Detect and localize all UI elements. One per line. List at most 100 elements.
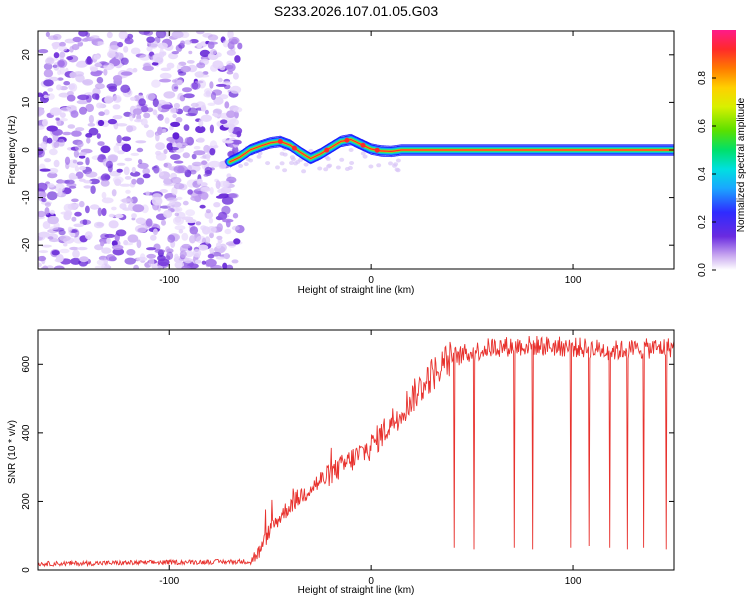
noise-blob bbox=[222, 180, 230, 188]
noise-blob bbox=[167, 234, 176, 243]
spectrogram-ylabel: Frequency (Hz) bbox=[7, 116, 18, 185]
noise-blob bbox=[161, 128, 167, 133]
noise-blob bbox=[79, 166, 86, 171]
noise-blob bbox=[103, 68, 108, 76]
noise-blob bbox=[59, 41, 66, 47]
noise-blob bbox=[48, 167, 59, 174]
noise-blob bbox=[335, 165, 341, 170]
x-tick-label: -100 bbox=[159, 275, 179, 286]
noise-blob bbox=[265, 161, 271, 166]
noise-blob bbox=[176, 142, 183, 148]
noise-blob bbox=[204, 166, 213, 175]
noise-blob bbox=[279, 161, 285, 166]
noise-blob bbox=[90, 35, 100, 40]
noise-blob bbox=[216, 223, 223, 232]
noise-blob bbox=[183, 124, 190, 131]
noise-blob bbox=[152, 109, 158, 116]
noise-blob bbox=[158, 51, 165, 58]
noise-blob bbox=[146, 247, 156, 251]
noise-blob bbox=[155, 132, 160, 142]
y-tick-label: 10 bbox=[21, 96, 32, 108]
noise-blob bbox=[189, 169, 197, 175]
noise-blob bbox=[203, 144, 211, 153]
noise-blob bbox=[205, 258, 217, 267]
noise-blob bbox=[59, 248, 70, 254]
noise-blob bbox=[47, 215, 59, 225]
noise-blob bbox=[182, 87, 192, 93]
noise-blob bbox=[46, 125, 58, 132]
noise-blob bbox=[208, 160, 221, 168]
noise-blob bbox=[38, 255, 47, 262]
noise-blob bbox=[172, 132, 180, 140]
noise-blob bbox=[83, 185, 92, 189]
noise-blob bbox=[59, 112, 66, 118]
noise-blob bbox=[70, 232, 76, 238]
noise-blob bbox=[112, 94, 122, 104]
noise-blob bbox=[209, 81, 214, 89]
noise-blob bbox=[165, 246, 171, 253]
noise-blob bbox=[275, 165, 280, 170]
noise-blob bbox=[96, 133, 101, 139]
noise-blob bbox=[142, 167, 150, 175]
noise-blob bbox=[101, 247, 112, 254]
noise-blob bbox=[173, 102, 180, 109]
noise-blob bbox=[73, 223, 84, 228]
noise-blob bbox=[185, 209, 196, 217]
chart-title: S233.2026.107.01.05.G03 bbox=[274, 3, 438, 19]
noise-blob bbox=[175, 206, 183, 213]
noise-blob bbox=[49, 209, 55, 215]
noise-blob bbox=[75, 127, 85, 132]
noise-blob bbox=[58, 45, 68, 52]
snr-panel: -100 0 100 0 200 400 600 Height of straight li… bbox=[7, 329, 675, 596]
noise-blob bbox=[217, 77, 223, 83]
noise-blob bbox=[43, 63, 53, 70]
noise-blob bbox=[230, 85, 242, 94]
noise-blob bbox=[116, 168, 123, 173]
noise-blob bbox=[66, 56, 74, 61]
noise-blob bbox=[101, 191, 107, 199]
noise-blob bbox=[82, 219, 88, 226]
noise-blob bbox=[175, 117, 183, 123]
noise-blob bbox=[229, 133, 238, 138]
noise-blob bbox=[163, 149, 168, 155]
noise-blob bbox=[53, 141, 60, 149]
noise-blob bbox=[56, 84, 62, 91]
noise-blob bbox=[155, 31, 167, 39]
noise-blob bbox=[151, 196, 163, 206]
noise-blob bbox=[130, 152, 140, 156]
noise-blob bbox=[116, 162, 126, 166]
noise-blob bbox=[85, 157, 90, 166]
noise-blob bbox=[200, 114, 212, 123]
noise-blob bbox=[210, 92, 217, 100]
noise-blob bbox=[222, 40, 230, 48]
noise-blob bbox=[70, 110, 79, 118]
noise-blob bbox=[217, 188, 226, 194]
noise-blob bbox=[87, 123, 96, 127]
track-peak bbox=[344, 137, 350, 143]
noise-blob bbox=[138, 98, 146, 107]
noise-blob bbox=[190, 102, 199, 108]
noise-blob bbox=[134, 118, 143, 123]
noise-blob bbox=[218, 160, 227, 170]
noise-blob bbox=[112, 248, 125, 256]
spectrogram-xlabel: Height of straight line (km) bbox=[298, 285, 415, 296]
noise-blob bbox=[349, 161, 355, 165]
noise-blob bbox=[44, 158, 52, 163]
spectrogram-track bbox=[225, 133, 674, 168]
noise-blob bbox=[124, 176, 132, 180]
noise-blob bbox=[108, 220, 119, 229]
noise-blob bbox=[89, 204, 100, 210]
noise-blob bbox=[38, 182, 48, 192]
noise-blob bbox=[47, 93, 55, 100]
noise-blob bbox=[181, 232, 189, 241]
noise-blob bbox=[47, 172, 58, 179]
noise-blob bbox=[108, 155, 118, 163]
noise-blob bbox=[376, 163, 382, 168]
noise-blob bbox=[199, 182, 208, 187]
noise-blob bbox=[173, 160, 184, 164]
noise-blob bbox=[88, 114, 94, 124]
noise-blob bbox=[207, 226, 217, 234]
noise-blob bbox=[228, 193, 239, 199]
noise-blob bbox=[93, 54, 101, 60]
noise-blob bbox=[187, 189, 193, 195]
